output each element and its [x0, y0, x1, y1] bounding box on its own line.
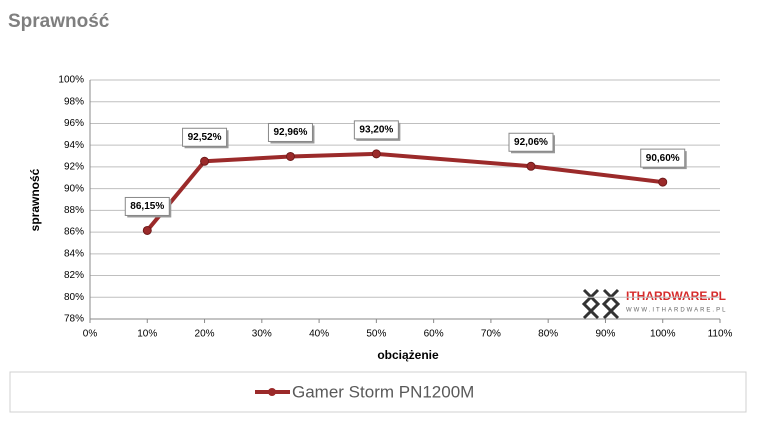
data-point: [371, 149, 381, 159]
label-box: [640, 148, 686, 168]
data-label: 86,15%: [130, 201, 164, 212]
data-label: 90,60%: [646, 153, 680, 164]
x-tick-label: 10%: [137, 329, 157, 340]
label-box: [353, 120, 399, 140]
data-point: [658, 177, 668, 187]
watermark-url: WWW.ITHARDWARE.PL: [626, 308, 727, 314]
data-point: [526, 161, 536, 171]
y-tick-label: 88%: [64, 205, 84, 216]
x-tick-label: 100%: [650, 329, 676, 340]
x-tick-label: 30%: [252, 329, 272, 340]
legend-label: Gamer Storm PN1200M: [292, 382, 474, 401]
x-axis-label: obciążenie: [377, 348, 439, 362]
y-tick-label: 84%: [64, 248, 84, 259]
y-tick-label: 96%: [64, 118, 84, 129]
x-tick-label: 40%: [309, 329, 329, 340]
data-label: 92,52%: [188, 132, 222, 143]
legend-marker: [268, 388, 276, 396]
x-tick-label: 70%: [481, 329, 501, 340]
y-tick-label: 80%: [64, 292, 84, 303]
data-label: 92,96%: [273, 127, 307, 138]
chart-title: Sprawność: [8, 11, 110, 32]
data-label: 92,06%: [514, 137, 548, 148]
logo-icon: [581, 288, 621, 320]
x-tick-label: 50%: [366, 329, 386, 340]
y-tick-label: 90%: [64, 183, 84, 194]
y-tick-label: 86%: [64, 227, 84, 238]
x-tick-label: 20%: [195, 329, 215, 340]
x-tick-label: 90%: [595, 329, 615, 340]
series-line: [145, 151, 663, 232]
y-tick-label: 92%: [64, 162, 84, 173]
x-tick-label: 110%: [708, 329, 733, 340]
label-box: [182, 127, 228, 147]
data-point: [142, 225, 152, 235]
y-tick-label: 82%: [64, 270, 84, 281]
y-tick-label: 78%: [64, 314, 84, 325]
data-label: 93,20%: [359, 125, 393, 136]
data-point: [200, 156, 210, 166]
label-box: [508, 132, 554, 152]
y-tick-label: 94%: [64, 140, 84, 151]
x-tick-label: 0%: [83, 329, 98, 340]
label-box: [124, 196, 170, 216]
y-tick-label: 98%: [64, 96, 84, 107]
legend-box: [9, 371, 747, 413]
label-box: [267, 122, 313, 142]
y-axis-label: sprawność: [28, 168, 42, 231]
data-point: [285, 151, 295, 161]
x-tick-label: 60%: [424, 329, 444, 340]
watermark-text: ITHARDWARE.PL: [626, 289, 726, 303]
watermark: ITHARDWARE.PL WWW.ITHARDWARE.PL: [581, 288, 727, 320]
x-tick-label: 80%: [538, 329, 558, 340]
y-tick-label: 100%: [58, 75, 84, 86]
